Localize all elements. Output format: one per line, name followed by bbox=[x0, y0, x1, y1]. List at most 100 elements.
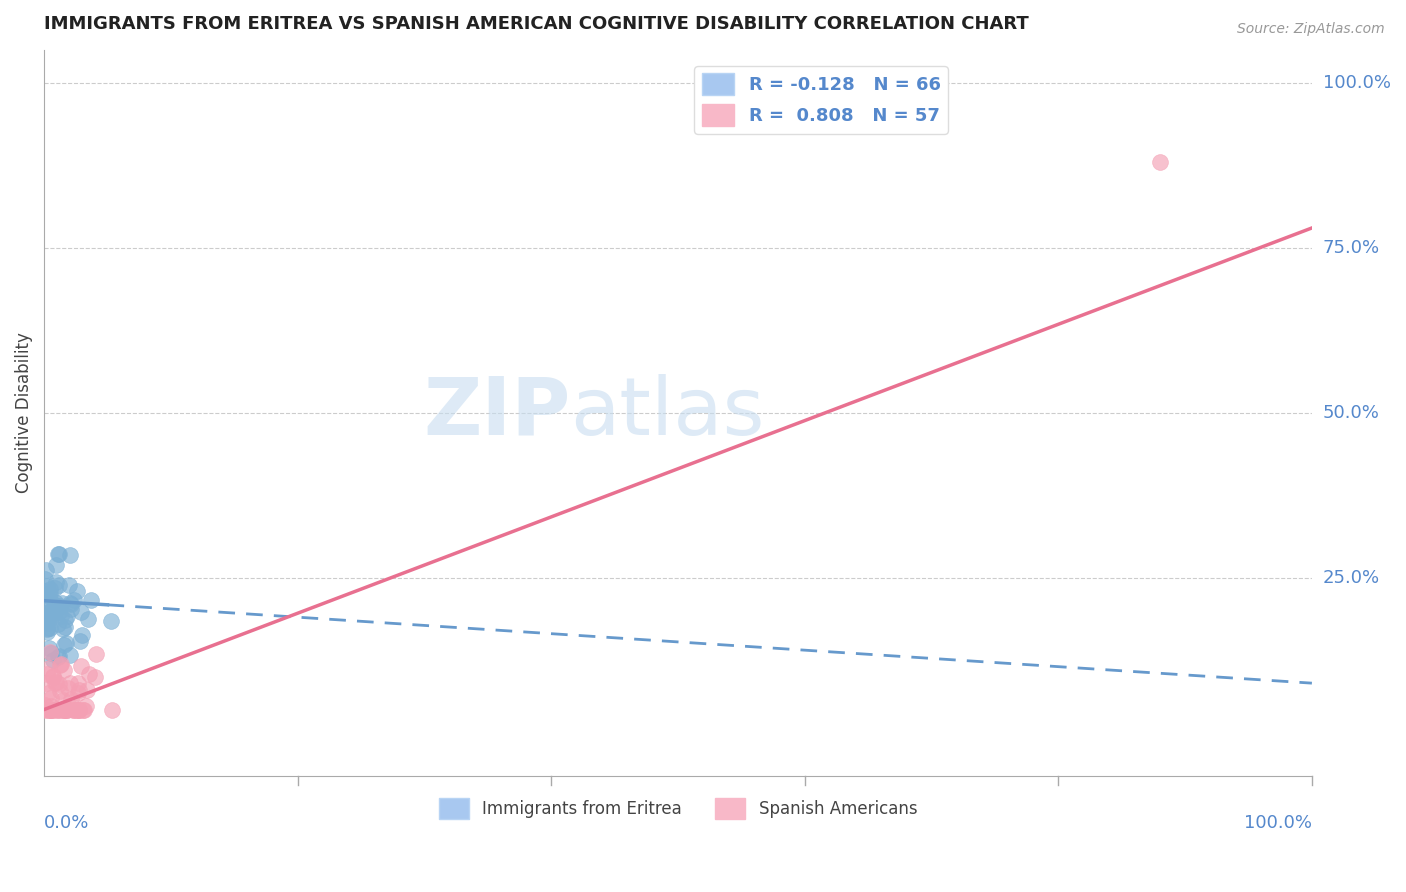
Point bbox=[45, 600, 67, 615]
Point bbox=[38, 702, 60, 716]
Point bbox=[49, 684, 72, 698]
Point bbox=[70, 658, 93, 673]
Point bbox=[70, 628, 93, 642]
Point bbox=[39, 702, 62, 716]
Point bbox=[38, 582, 60, 597]
Point bbox=[52, 702, 75, 716]
Point bbox=[41, 669, 63, 683]
Point bbox=[45, 558, 67, 572]
Text: 100.0%: 100.0% bbox=[1244, 814, 1312, 832]
Point bbox=[51, 596, 73, 610]
Point bbox=[67, 683, 90, 698]
Point bbox=[48, 605, 70, 619]
Point bbox=[35, 563, 58, 577]
Point bbox=[65, 702, 87, 716]
Point bbox=[46, 616, 69, 631]
Point bbox=[101, 702, 124, 716]
Point bbox=[35, 612, 58, 626]
Text: 100.0%: 100.0% bbox=[1323, 74, 1391, 92]
Point bbox=[48, 547, 70, 561]
Point bbox=[34, 702, 56, 716]
Point bbox=[38, 661, 60, 675]
Point bbox=[77, 612, 100, 626]
Point bbox=[69, 634, 91, 648]
Point bbox=[42, 600, 65, 615]
Point bbox=[63, 702, 86, 716]
Point bbox=[42, 653, 65, 667]
Point bbox=[76, 683, 98, 698]
Point bbox=[55, 702, 77, 716]
Point bbox=[84, 647, 107, 661]
Text: 50.0%: 50.0% bbox=[1323, 404, 1379, 422]
Point bbox=[58, 578, 80, 592]
Point bbox=[56, 702, 79, 716]
Point bbox=[53, 702, 76, 716]
Point bbox=[34, 587, 56, 601]
Point bbox=[34, 615, 56, 629]
Point bbox=[73, 702, 96, 716]
Point bbox=[49, 658, 72, 673]
Point bbox=[1149, 155, 1171, 169]
Point bbox=[56, 681, 79, 695]
Text: IMMIGRANTS FROM ERITREA VS SPANISH AMERICAN COGNITIVE DISABILITY CORRELATION CHA: IMMIGRANTS FROM ERITREA VS SPANISH AMERI… bbox=[44, 15, 1029, 33]
Point bbox=[59, 675, 82, 690]
Point bbox=[48, 577, 70, 591]
Text: ZIP: ZIP bbox=[423, 374, 571, 451]
Point bbox=[55, 613, 77, 627]
Legend: Immigrants from Eritrea, Spanish Americans: Immigrants from Eritrea, Spanish America… bbox=[432, 791, 924, 825]
Point bbox=[67, 675, 90, 690]
Point bbox=[34, 608, 56, 623]
Point bbox=[39, 647, 62, 661]
Point bbox=[38, 589, 60, 603]
Point bbox=[52, 693, 75, 707]
Text: 75.0%: 75.0% bbox=[1323, 239, 1381, 257]
Point bbox=[35, 667, 58, 681]
Point bbox=[34, 584, 56, 599]
Point bbox=[44, 675, 66, 690]
Point bbox=[41, 611, 63, 625]
Point bbox=[62, 702, 84, 716]
Point bbox=[35, 622, 58, 636]
Point bbox=[48, 648, 70, 663]
Point bbox=[46, 649, 69, 664]
Point bbox=[55, 609, 77, 624]
Point bbox=[39, 587, 62, 601]
Point bbox=[100, 614, 122, 628]
Point bbox=[42, 702, 65, 716]
Point bbox=[37, 624, 59, 639]
Point bbox=[39, 607, 62, 621]
Point bbox=[44, 594, 66, 608]
Point bbox=[37, 686, 59, 700]
Point bbox=[80, 593, 103, 607]
Point bbox=[34, 615, 56, 629]
Point bbox=[62, 592, 84, 607]
Point bbox=[59, 648, 82, 662]
Point bbox=[44, 598, 66, 612]
Point bbox=[37, 579, 59, 593]
Point bbox=[38, 610, 60, 624]
Point bbox=[45, 575, 67, 590]
Point bbox=[34, 607, 56, 621]
Point bbox=[55, 636, 77, 650]
Point bbox=[67, 702, 90, 716]
Point bbox=[44, 581, 66, 595]
Point bbox=[46, 702, 69, 716]
Point bbox=[52, 639, 75, 653]
Point bbox=[77, 667, 100, 681]
Text: atlas: atlas bbox=[571, 374, 765, 451]
Point bbox=[38, 640, 60, 655]
Point bbox=[37, 702, 59, 716]
Point bbox=[37, 615, 59, 630]
Point bbox=[59, 692, 82, 706]
Point bbox=[53, 702, 76, 716]
Point bbox=[39, 596, 62, 610]
Point bbox=[45, 675, 67, 690]
Point bbox=[39, 690, 62, 705]
Point bbox=[48, 702, 70, 716]
Point bbox=[48, 677, 70, 691]
Point bbox=[39, 621, 62, 635]
Point bbox=[41, 597, 63, 611]
Point bbox=[35, 675, 58, 690]
Point bbox=[69, 605, 91, 619]
Point bbox=[42, 605, 65, 619]
